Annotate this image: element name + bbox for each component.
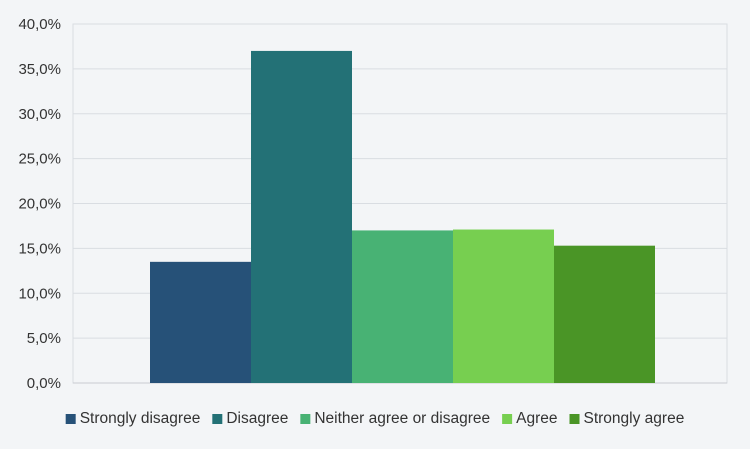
legend-swatch bbox=[502, 414, 513, 424]
legend-label: Neither agree or disagree bbox=[314, 410, 490, 427]
legend-swatch bbox=[300, 414, 311, 424]
y-axis: 0,0% 5,0% 10,0% 15,0% 20,0% 25,0% 30,0% 35,0% 40… bbox=[18, 16, 61, 392]
bar-disagree bbox=[251, 50, 352, 384]
legend-label: Strongly agree bbox=[584, 410, 685, 427]
y-tick-label: 10,0% bbox=[18, 285, 61, 302]
legend-swatch bbox=[65, 414, 76, 424]
bar-neither-agree-or-disagree bbox=[352, 230, 453, 383]
y-tick-label: 35,0% bbox=[18, 61, 61, 78]
legend-item: Disagree bbox=[212, 410, 288, 427]
bar-strongly-disagree bbox=[150, 261, 251, 383]
legend-item: Strongly agree bbox=[569, 410, 685, 427]
y-tick-label: 15,0% bbox=[18, 240, 61, 257]
y-tick-label: 5,0% bbox=[27, 330, 61, 347]
bars bbox=[150, 50, 655, 384]
legend-swatch bbox=[212, 414, 223, 424]
y-tick-label: 25,0% bbox=[18, 151, 61, 168]
y-tick-label: 20,0% bbox=[18, 196, 61, 213]
bar-agree bbox=[453, 229, 554, 383]
y-tick-label: 30,0% bbox=[18, 106, 61, 123]
bar-strongly-agree bbox=[554, 245, 655, 383]
legend: Strongly disagree Disagree Neither agree o… bbox=[65, 410, 685, 427]
y-tick-label: 40,0% bbox=[18, 16, 61, 33]
legend-item: Neither agree or disagree bbox=[300, 410, 490, 427]
legend-label: Strongly disagree bbox=[80, 410, 201, 427]
legend-label: Agree bbox=[516, 410, 557, 427]
legend-item: Agree bbox=[502, 410, 558, 427]
legend-swatch bbox=[569, 414, 580, 424]
legend-item: Strongly disagree bbox=[65, 410, 201, 427]
legend-label: Disagree bbox=[226, 410, 288, 427]
y-tick-label: 0,0% bbox=[27, 375, 61, 392]
